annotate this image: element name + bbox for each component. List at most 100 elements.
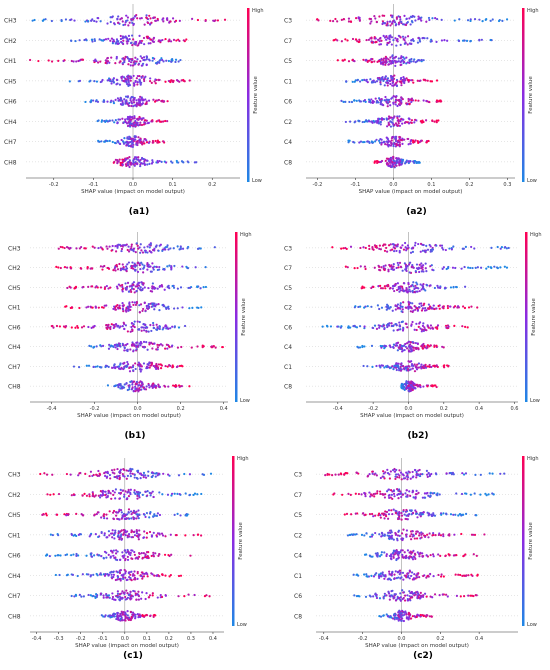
shap-point [387, 270, 389, 272]
shap-point [204, 20, 206, 22]
shap-point [467, 266, 469, 268]
shap-point [146, 251, 148, 253]
shap-point [113, 534, 115, 536]
shap-point [113, 476, 115, 478]
shap-point [147, 287, 149, 289]
shap-point [364, 266, 366, 268]
shap-point [398, 164, 400, 166]
shap-point [401, 347, 403, 349]
shap-point [119, 18, 121, 20]
shap-point [382, 76, 384, 78]
shap-point [139, 268, 141, 270]
shap-point [143, 37, 145, 39]
shap-point [78, 39, 80, 41]
shap-point [408, 301, 410, 303]
shap-point [399, 325, 401, 327]
shap-point [405, 307, 407, 309]
shap-point [398, 511, 400, 513]
shap-point [416, 307, 418, 309]
panel-caption: (b1) [125, 431, 146, 441]
shap-point [374, 493, 376, 495]
shap-point [95, 307, 97, 309]
panel-caption: (b2) [408, 431, 429, 441]
shap-point [407, 365, 409, 367]
shap-point [408, 288, 410, 290]
shap-point [418, 513, 420, 515]
shap-point [402, 118, 404, 120]
shap-point [145, 491, 147, 493]
shap-point [136, 477, 138, 479]
shap-point [107, 60, 109, 62]
shap-point [407, 35, 409, 37]
shap-point [439, 287, 441, 289]
shap-point [129, 597, 131, 599]
shap-point [384, 64, 386, 66]
shap-point [372, 141, 374, 143]
shap-point [113, 549, 115, 551]
shap-point [383, 513, 385, 515]
shap-point [141, 578, 143, 580]
shap-point [369, 18, 371, 20]
shap-point [29, 59, 31, 61]
colorbar-low-label: Low [240, 398, 250, 404]
shap-point [188, 385, 190, 387]
shap-point [408, 17, 410, 19]
shap-point [57, 60, 59, 62]
shap-point [346, 248, 348, 250]
shap-point [196, 285, 198, 287]
shap-point [132, 369, 134, 371]
shap-point [118, 518, 120, 520]
shap-point [100, 574, 102, 576]
shap-point [402, 36, 404, 38]
shap-point [139, 252, 141, 254]
shap-point [136, 493, 138, 495]
shap-point [391, 84, 393, 86]
shap-point [159, 121, 161, 123]
shap-point [128, 302, 130, 304]
shap-point [398, 490, 400, 492]
shap-point [370, 493, 372, 495]
shap-point [400, 302, 402, 304]
feature-label: C1 [284, 364, 292, 371]
shap-point [392, 82, 394, 84]
feature-label: CH5 [8, 512, 21, 519]
shap-point [401, 515, 403, 517]
shap-point [146, 17, 148, 19]
shap-point [405, 323, 407, 325]
shap-point [137, 591, 139, 593]
shap-point [140, 598, 142, 600]
shap-point [139, 139, 141, 141]
shap-point [112, 308, 114, 310]
shap-point [425, 329, 427, 331]
shap-point [426, 37, 428, 39]
shap-point [57, 266, 59, 268]
shap-point [58, 493, 60, 495]
shap-point [110, 574, 112, 576]
shap-point [181, 265, 183, 267]
shap-point [148, 142, 150, 144]
shap-point [362, 365, 364, 367]
shap-point [426, 385, 428, 387]
shap-point [116, 247, 118, 249]
shap-point [177, 245, 179, 247]
shap-point [65, 325, 67, 327]
shap-point [426, 534, 428, 536]
shap-point [370, 58, 372, 60]
shap-point [401, 139, 403, 141]
shap-point [127, 385, 129, 387]
shap-point [390, 470, 392, 472]
shap-point [131, 387, 133, 389]
shap-point [123, 592, 125, 594]
shap-point [411, 302, 413, 304]
shap-point [418, 267, 420, 269]
shap-point [145, 326, 147, 328]
shap-point [359, 17, 361, 19]
shap-point [350, 246, 352, 248]
shap-point [376, 100, 378, 102]
shap-point [171, 326, 173, 328]
shap-point [82, 495, 84, 497]
shap-point [105, 471, 107, 473]
shap-point [93, 346, 95, 348]
shap-point [135, 156, 137, 158]
shap-point [388, 322, 390, 324]
